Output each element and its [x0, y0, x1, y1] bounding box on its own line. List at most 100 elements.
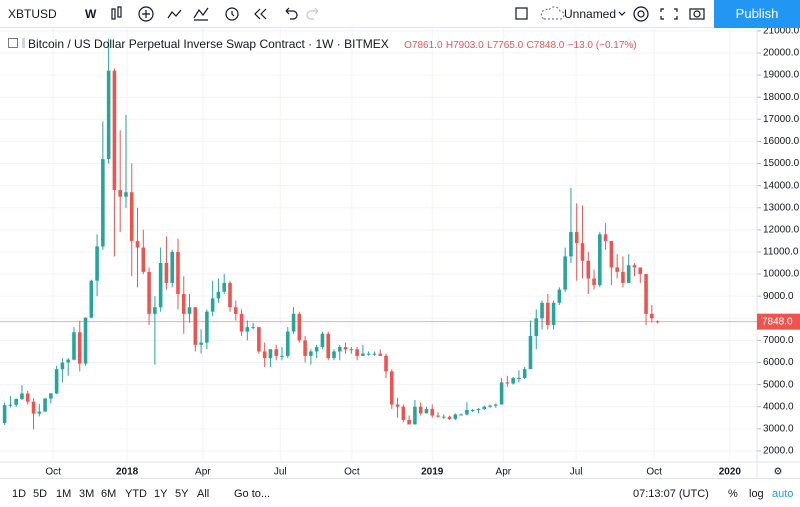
candle-body	[141, 247, 146, 272]
candle-body	[528, 335, 533, 370]
candle-body	[644, 274, 648, 314]
range-button[interactable]: 6M	[101, 488, 117, 500]
x-tick-label: 2019	[421, 467, 444, 478]
candle-body	[77, 332, 82, 364]
candle-body	[482, 406, 487, 409]
publish-button[interactable]: Publish	[714, 0, 800, 28]
last-price-tag	[757, 313, 800, 330]
candle-body	[626, 265, 631, 283]
candle-body	[551, 302, 556, 325]
candle-body	[522, 369, 527, 378]
y-tick-label: 4000.0	[763, 401, 794, 412]
candle-body	[470, 410, 475, 412]
candle-body	[569, 232, 573, 257]
legend-mark	[22, 38, 25, 48]
candle-body	[494, 404, 498, 406]
candle-body	[546, 302, 550, 325]
legend-title: Bitcoin / US Dollar Perpetual Inverse Sw…	[28, 37, 305, 51]
candle-body	[430, 408, 435, 416]
candle-body	[216, 291, 221, 299]
candle-body	[592, 278, 596, 286]
range-button[interactable]: 1Y	[154, 488, 168, 500]
candle-body	[118, 190, 122, 197]
candle-body	[580, 243, 585, 261]
candle-body	[453, 414, 458, 419]
range-button[interactable]: 1D	[12, 488, 27, 500]
candle-body	[517, 377, 521, 379]
range-button[interactable]: YTD	[125, 488, 147, 500]
legend-low: L7765.0	[487, 40, 524, 51]
candle-body	[101, 159, 105, 247]
legend: Bitcoin / US Dollar Perpetual Inverse Sw…	[8, 37, 637, 51]
candle-body	[291, 313, 296, 332]
candle-body	[43, 398, 47, 412]
candle-body	[505, 382, 510, 384]
legend-toggle[interactable]	[8, 38, 18, 48]
candle-body	[511, 377, 515, 384]
candle-body	[361, 353, 365, 356]
candle-body	[95, 246, 99, 281]
x-tick-label: 2020	[719, 467, 742, 478]
candle-body	[274, 349, 279, 356]
y-tick-label: 6000.0	[763, 357, 794, 368]
interval-button[interactable]: W	[85, 7, 97, 21]
y-tick-label: 7000.0	[763, 335, 794, 346]
candle-body	[20, 393, 24, 399]
candle-body	[465, 410, 469, 415]
clock: 07:13:07 (UTC)	[633, 488, 709, 500]
candle-body	[233, 307, 238, 314]
candle-body	[459, 414, 463, 416]
candle-body	[153, 307, 157, 314]
candle-body	[31, 401, 36, 414]
percent-toggle[interactable]: %	[728, 488, 738, 500]
layout-name[interactable]: Unnamed	[564, 7, 617, 21]
log-toggle[interactable]: log	[749, 488, 764, 500]
candle-body	[54, 369, 59, 394]
candle-body	[442, 416, 446, 418]
range-button[interactable]: 5D	[33, 488, 48, 500]
goto-button[interactable]: Go to...	[234, 488, 271, 500]
x-tick-label: Oct	[646, 467, 662, 478]
y-tick-label: 12000.0	[763, 224, 800, 235]
candle-body	[124, 192, 128, 197]
toolbar-right-icons[interactable]	[512, 5, 712, 23]
toolbar-icons[interactable]	[108, 5, 328, 23]
candle-body	[638, 267, 643, 275]
range-button[interactable]: 1M	[56, 488, 72, 500]
candle-body	[349, 349, 354, 351]
candle-body	[488, 405, 492, 407]
settings-icon: ⚙	[774, 467, 783, 478]
candle-body	[199, 342, 203, 345]
candle-body	[632, 265, 637, 268]
range-button[interactable]: 3M	[79, 488, 95, 500]
candle-body	[8, 404, 13, 406]
candle-body	[210, 298, 215, 312]
candle-body	[72, 332, 76, 360]
x-tick-label: Apr	[496, 467, 512, 478]
x-tick-label: Jul	[570, 467, 583, 478]
y-tick-label: 2000.0	[763, 446, 794, 457]
candle-body	[476, 408, 481, 411]
candle-body	[366, 353, 371, 355]
candle-body	[89, 280, 94, 318]
candle-body	[37, 411, 42, 414]
candle-body	[540, 302, 544, 319]
auto-toggle[interactable]: auto	[772, 488, 794, 500]
candle-body	[228, 282, 232, 308]
candle-body	[389, 371, 394, 405]
candle-body	[447, 416, 452, 419]
range-button[interactable]: All	[197, 488, 210, 500]
candle-body	[158, 263, 163, 308]
y-tick-label: 3000.0	[763, 423, 794, 434]
candle-body	[557, 289, 562, 303]
y-tick-label: 11000.0	[763, 247, 799, 258]
candle-body	[343, 347, 348, 350]
y-tick-label: 5000.0	[763, 379, 794, 390]
candle-body	[25, 393, 30, 402]
candle-body	[14, 398, 18, 405]
y-tick-label: 13000.0	[763, 202, 800, 213]
range-button[interactable]: 5Y	[175, 488, 189, 500]
legend-open: O7861.0	[404, 40, 443, 51]
x-tick-label: Oct	[45, 467, 61, 478]
symbol[interactable]: XBTUSD	[8, 7, 57, 21]
